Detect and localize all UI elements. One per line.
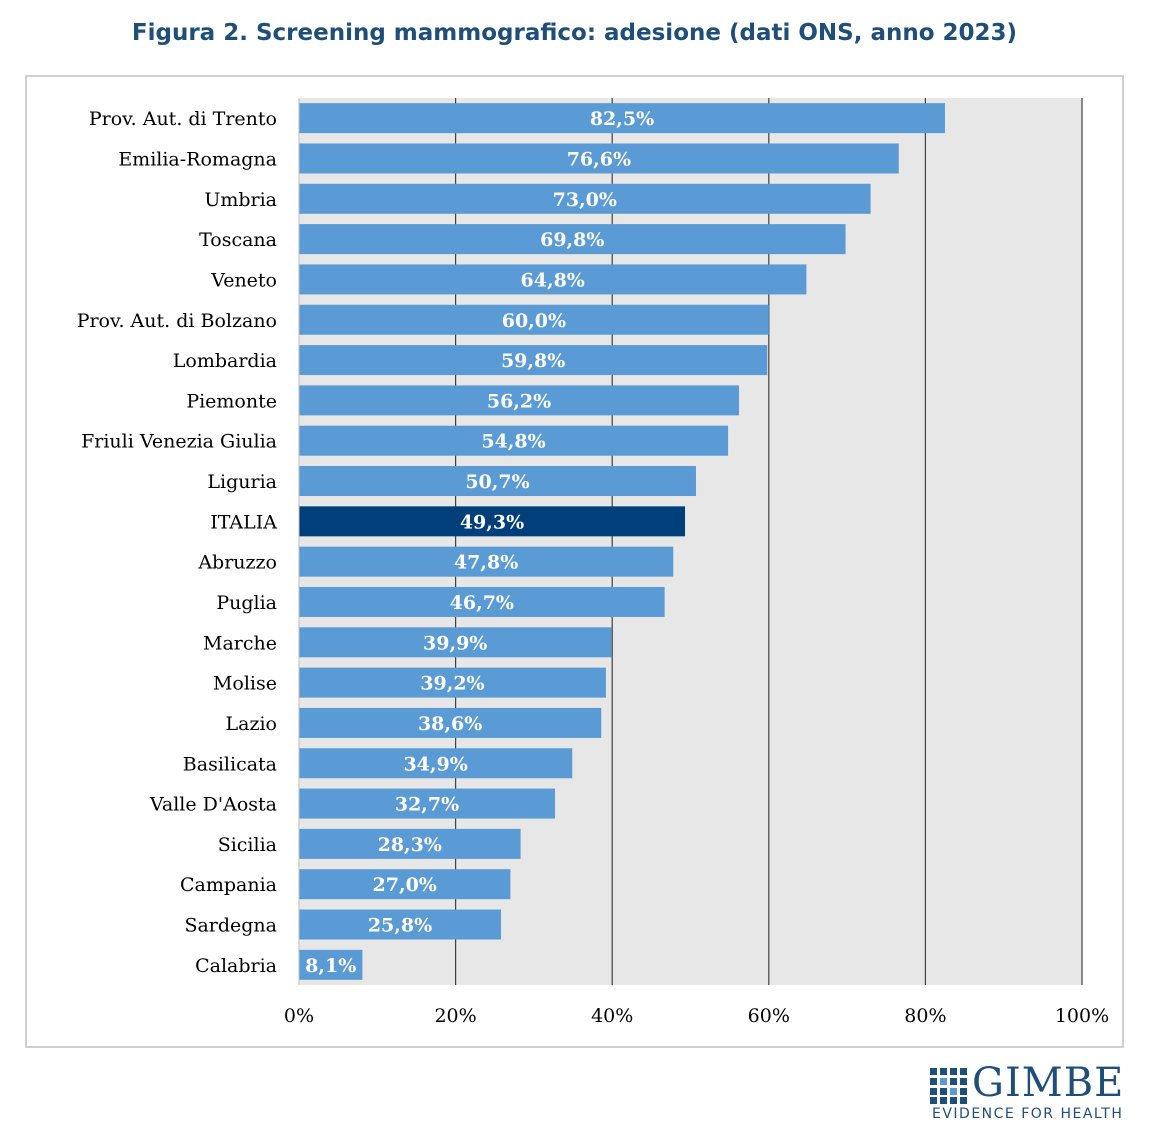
category-label: Toscana — [199, 229, 277, 251]
category-label: Puglia — [216, 592, 277, 614]
bar — [299, 586, 665, 617]
category-label: Molise — [213, 673, 277, 695]
logo-wordmark: GIMBE — [972, 1060, 1125, 1106]
category-label: Umbria — [204, 189, 277, 211]
data-label: 50,7% — [465, 471, 529, 493]
data-label: 34,9% — [403, 753, 467, 775]
bar — [299, 304, 769, 335]
chart-title: Figura 2. Screening mammografico: adesio… — [131, 20, 1018, 46]
bar — [299, 667, 606, 698]
data-label: 8,1% — [305, 955, 356, 977]
x-tick-label: 80% — [904, 1005, 946, 1027]
category-label: ITALIA — [210, 511, 277, 533]
bar — [299, 627, 612, 658]
bar — [299, 385, 740, 416]
category-label: Prov. Aut. di Bolzano — [77, 310, 277, 332]
bar — [299, 466, 696, 497]
x-tick-label: 0% — [284, 1005, 314, 1027]
category-label: Calabria — [195, 955, 277, 977]
data-label: 82,5% — [590, 108, 654, 130]
category-label: Marche — [203, 632, 277, 654]
bar — [299, 264, 807, 295]
bar — [299, 828, 521, 859]
bar — [299, 345, 768, 376]
data-label: 49,3% — [460, 511, 524, 533]
bar — [299, 425, 729, 456]
logo-tagline: EVIDENCE FOR HEALTH — [932, 1106, 1124, 1122]
bar — [299, 143, 899, 174]
category-label: Veneto — [210, 269, 277, 291]
gimbe-logo-icon — [930, 1068, 967, 1104]
x-tick-label: 60% — [748, 1005, 790, 1027]
category-label: Campania — [180, 874, 277, 896]
data-label: 46,7% — [450, 592, 514, 614]
bar — [299, 909, 502, 940]
bar-highlight — [299, 506, 686, 537]
data-label: 59,8% — [501, 350, 565, 372]
category-label: Sardegna — [184, 915, 277, 937]
data-label: 76,6% — [567, 148, 631, 170]
category-label: Abruzzo — [197, 552, 277, 574]
bar — [299, 546, 674, 577]
category-label: Prov. Aut. di Trento — [89, 108, 277, 130]
data-label: 60,0% — [502, 310, 566, 332]
bar — [299, 748, 573, 779]
category-label: Lazio — [226, 713, 277, 735]
data-label: 32,7% — [395, 794, 459, 816]
data-label: 54,8% — [481, 431, 545, 453]
data-label: 73,0% — [553, 189, 617, 211]
data-label: 25,8% — [368, 915, 432, 937]
category-label: Sicilia — [218, 834, 277, 856]
data-label: 47,8% — [454, 552, 518, 574]
category-label: Basilicata — [183, 753, 277, 775]
x-tick-label: 40% — [591, 1005, 633, 1027]
category-label: Piemonte — [186, 390, 277, 412]
gimbe-logo: GIMBE EVIDENCE FOR HEALTH — [930, 1060, 1125, 1128]
data-label: 28,3% — [378, 834, 442, 856]
category-label: Liguria — [207, 471, 277, 493]
data-label: 39,9% — [423, 632, 487, 654]
category-label: Friuli Venezia Giulia — [81, 431, 277, 453]
bar — [299, 103, 945, 134]
x-tick-label: 100% — [1055, 1005, 1109, 1027]
data-label: 64,8% — [521, 269, 585, 291]
x-tick-label: 20% — [434, 1005, 476, 1027]
bar — [299, 224, 846, 255]
bar — [299, 788, 556, 819]
category-label: Emilia-Romagna — [118, 148, 277, 170]
category-label: Valle D'Aosta — [149, 794, 277, 816]
bar — [299, 949, 363, 980]
data-label: 27,0% — [373, 874, 437, 896]
data-label: 56,2% — [487, 390, 551, 412]
bar — [299, 707, 602, 738]
category-label: Lombardia — [173, 350, 277, 372]
data-label: 38,6% — [418, 713, 482, 735]
data-label: 39,2% — [420, 673, 484, 695]
bar — [299, 183, 871, 214]
bar — [299, 869, 511, 900]
data-label: 69,8% — [540, 229, 604, 251]
